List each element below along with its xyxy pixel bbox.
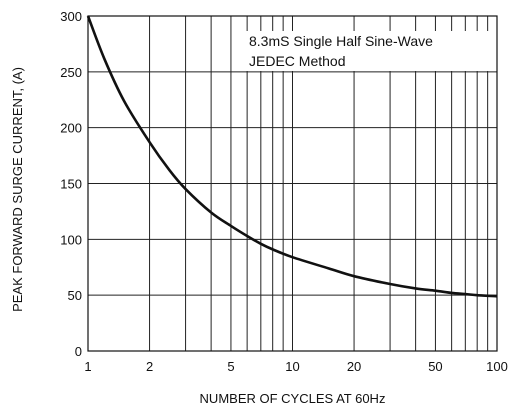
x-tick-labels: 1 2 5 10 20 50 100 [84, 359, 507, 374]
y-tick-label: 300 [60, 9, 82, 24]
surge-curve-line [86, 15, 498, 298]
x-tick-label: 50 [428, 359, 442, 374]
y-tick-label: 0 [75, 344, 82, 359]
x-tick-label: 20 [347, 359, 361, 374]
x-axis-title: NUMBER OF CYCLES AT 60Hz [200, 391, 386, 406]
x-tick-label: 2 [146, 359, 153, 374]
x-tick-label: 1 [84, 359, 91, 374]
y-tick-label: 50 [68, 288, 82, 303]
annotation-line-1: 8.3mS Single Half Sine-Wave [249, 33, 433, 49]
y-tick-label: 250 [60, 65, 82, 80]
y-axis-title: PEAK FORWARD SURGE CURRENT, (A) [10, 67, 25, 312]
x-tick-label: 100 [486, 359, 508, 374]
y-tick-labels: 0 50 100 150 200 250 300 [60, 9, 82, 359]
grid [87, 15, 498, 352]
y-tick-label: 150 [60, 177, 82, 192]
plot-frame [87, 15, 498, 352]
x-tick-label: 10 [285, 359, 299, 374]
x-tick-label: 5 [227, 359, 234, 374]
annotation-box [244, 31, 490, 71]
y-tick-label: 200 [60, 121, 82, 136]
y-tick-label: 100 [60, 232, 82, 247]
annotation-line-2: JEDEC Method [249, 53, 345, 69]
